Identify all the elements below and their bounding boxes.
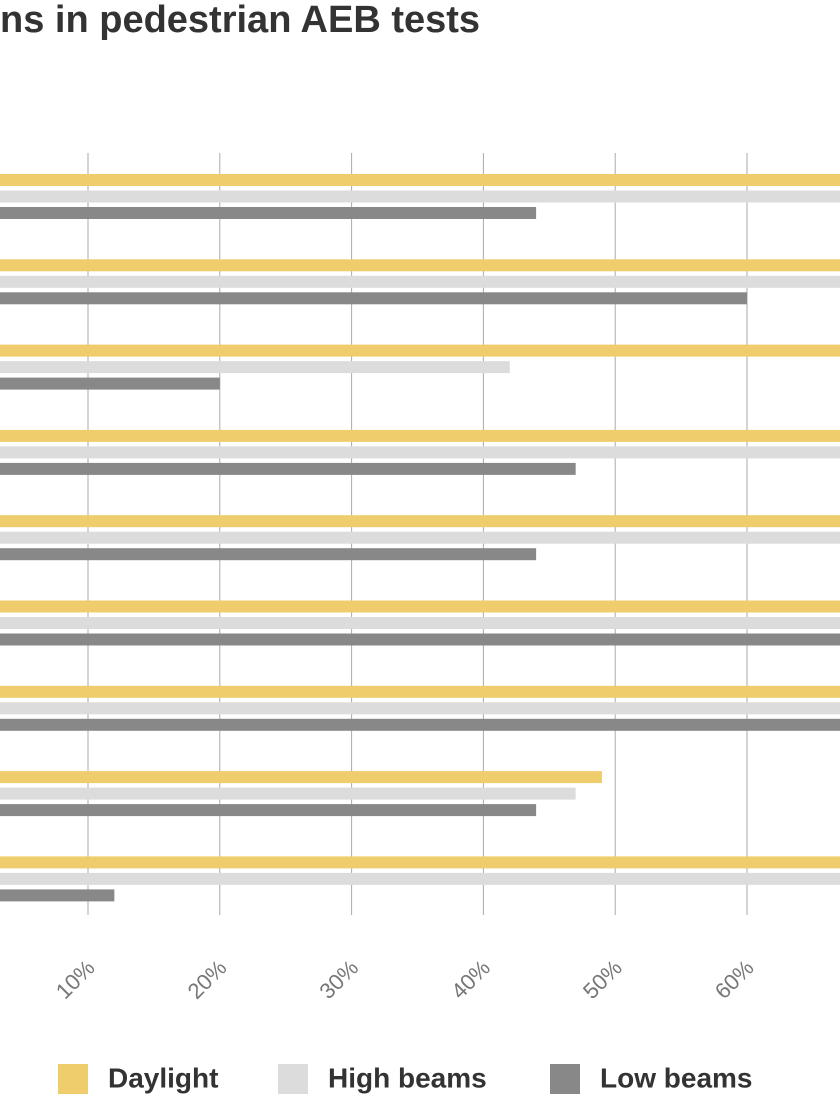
bar [0, 190, 840, 203]
legend-swatch [278, 1064, 308, 1094]
bar [0, 633, 840, 646]
bar [0, 889, 115, 902]
bar [0, 429, 840, 442]
bar [0, 548, 537, 561]
x-tick-label: 40% [446, 955, 495, 1004]
legend-label: Low beams [600, 1062, 752, 1093]
bar [0, 771, 603, 784]
bar [0, 344, 840, 357]
bar [0, 804, 537, 817]
bar [0, 377, 220, 390]
bar [0, 207, 537, 219]
bar [0, 685, 840, 698]
bar [0, 856, 840, 869]
legend-swatch [550, 1064, 580, 1094]
bar [0, 462, 576, 475]
x-tick-label: 30% [314, 955, 363, 1004]
legend-swatch [58, 1064, 88, 1094]
bar [0, 515, 840, 528]
x-tick-label: 20% [183, 955, 232, 1004]
x-tick-label: 50% [578, 955, 627, 1004]
bar [0, 174, 840, 186]
bar [0, 718, 840, 731]
bar [0, 600, 840, 613]
x-tick-label: 10% [51, 955, 100, 1004]
bar [0, 617, 840, 629]
chart-title: ns in pedestrian AEB tests [0, 0, 480, 41]
bar [0, 446, 840, 459]
bar [0, 259, 840, 272]
legend-label: Daylight [108, 1062, 218, 1093]
bar [0, 292, 747, 305]
bar [0, 872, 840, 885]
legend-label: High beams [328, 1062, 487, 1093]
bar [0, 787, 576, 800]
bar [0, 275, 840, 288]
bar [0, 702, 840, 715]
bar [0, 531, 840, 544]
x-tick-label: 60% [710, 955, 759, 1004]
bar [0, 361, 510, 374]
